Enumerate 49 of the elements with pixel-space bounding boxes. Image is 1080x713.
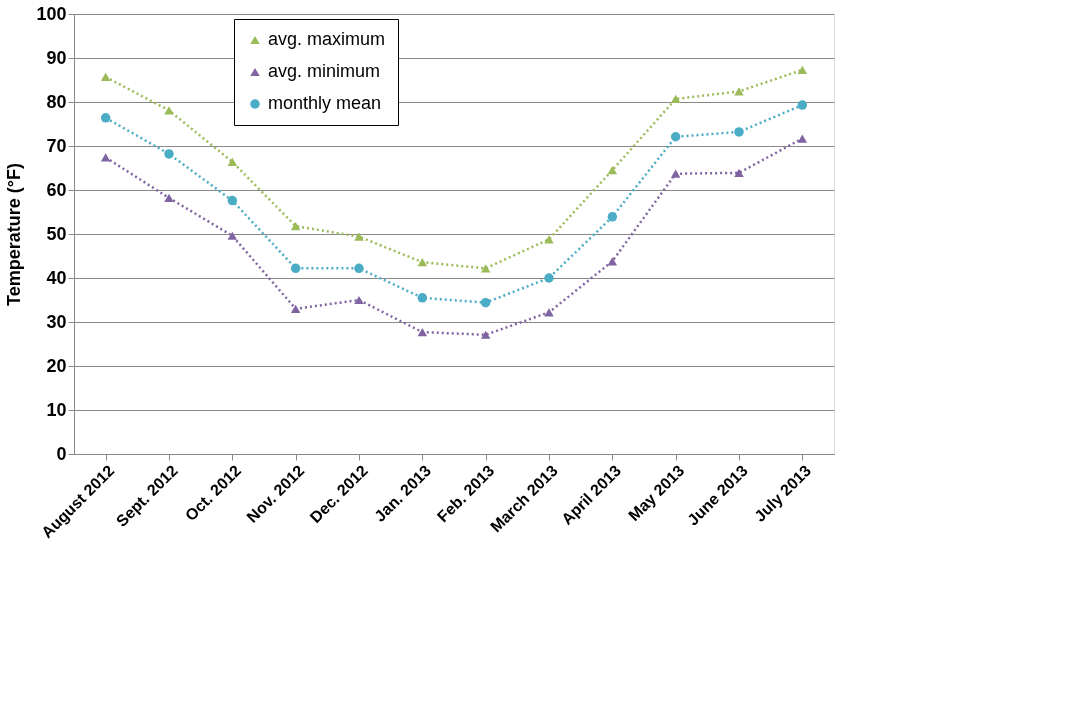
point [354, 232, 364, 241]
point [480, 330, 491, 339]
y-tick-label: 70 [46, 135, 67, 156]
y-tick-label: 30 [46, 311, 67, 332]
point [607, 257, 618, 266]
y-tick-label: 40 [46, 267, 67, 288]
legend-label: avg. maximum [268, 29, 386, 49]
y-tick-label: 90 [46, 47, 67, 68]
point [797, 100, 808, 110]
point [607, 212, 618, 222]
point [734, 87, 744, 96]
point [417, 258, 428, 267]
point [797, 65, 808, 74]
point [480, 264, 491, 273]
y-axis-title: Temperature (°F) [4, 163, 25, 306]
point [354, 263, 364, 274]
legend-label: avg. minimum [268, 61, 381, 81]
y-tick-label: 10 [46, 399, 67, 420]
point [290, 263, 301, 274]
point [227, 195, 238, 206]
y-tick-label: 0 [56, 443, 67, 464]
point [100, 153, 111, 162]
y-tick-label: 60 [46, 179, 67, 200]
y-tick-label: 20 [46, 355, 67, 376]
point [100, 113, 111, 123]
y-tick-label: 100 [36, 3, 67, 24]
point [354, 295, 364, 305]
point [670, 132, 681, 142]
point [227, 231, 238, 240]
point [734, 127, 744, 137]
point [734, 168, 744, 177]
point [227, 157, 238, 166]
point [417, 328, 428, 337]
point [607, 166, 618, 175]
point [290, 304, 301, 313]
point [164, 149, 174, 159]
point [480, 297, 491, 308]
point [797, 134, 808, 143]
y-tick-label: 50 [46, 223, 67, 244]
point [544, 273, 554, 283]
point [670, 169, 681, 178]
legend-label: monthly mean [268, 93, 382, 113]
y-tick-label: 80 [46, 91, 67, 112]
point [670, 94, 681, 104]
point [164, 193, 174, 203]
point [290, 221, 301, 231]
point [100, 72, 111, 82]
point [417, 293, 428, 303]
point [544, 235, 554, 244]
